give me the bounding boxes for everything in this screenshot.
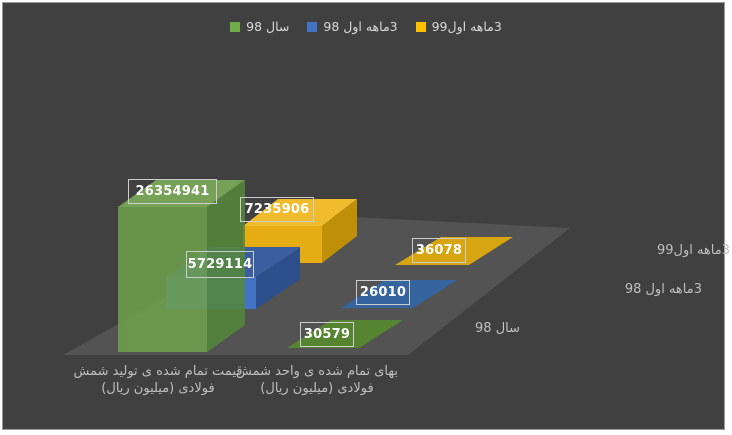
depth-axis-label-sal98: سال 98	[475, 321, 520, 336]
value-label-blue-cat1: 5729114	[186, 251, 254, 278]
category-label-left: قیمت تمام شده ی تولید شمش فولادی (میلیون…	[63, 363, 253, 397]
value-label-green-cat2: 30579	[300, 322, 354, 347]
legend-label-sal98: سال 98	[246, 19, 290, 34]
bar-green-cat1-front	[118, 207, 207, 352]
bar-green-cat1	[118, 180, 245, 352]
bar-yellow-cat1-top	[243, 199, 357, 226]
legend: سال 98 3ماهه اول 98 3ماهه اول99	[0, 19, 732, 34]
bar-green-cat1-top	[118, 180, 245, 207]
bar-blue-cat2	[341, 280, 457, 308]
legend-swatch-blue	[307, 21, 318, 32]
legend-swatch-green	[230, 21, 241, 32]
legend-item-3mah98: 3ماهه اول 98	[307, 19, 398, 34]
value-label-yellow-cat1: 7235906	[240, 197, 314, 222]
legend-label-3mah99: 3ماهه اول99	[431, 19, 502, 34]
bar-blue-cat1-side	[256, 247, 300, 309]
category-label-left-line1: قیمت تمام شده ی تولید شمش	[73, 364, 243, 379]
depth-axis-label-3mah98: 3ماهه اول 98	[624, 282, 702, 297]
bar-green-cat1-side	[207, 180, 245, 352]
legend-item-3mah99: 3ماهه اول99	[415, 19, 502, 34]
bar-green-cat2	[287, 320, 403, 348]
value-label-green-cat1: 26354941	[128, 179, 217, 204]
legend-label-3mah98: 3ماهه اول 98	[323, 19, 398, 34]
category-label-right-line1: بهای تمام شده ی واحد شمش	[236, 364, 398, 379]
legend-item-sal98: سال 98	[230, 19, 289, 34]
legend-swatch-yellow	[415, 21, 426, 32]
value-label-blue-cat2: 26010	[356, 280, 410, 305]
category-label-right-line2: فولادی (میلیون ریال)	[260, 381, 374, 396]
category-label-right: بهای تمام شده ی واحد شمش فولادی (میلیون …	[227, 363, 407, 397]
bar-yellow-cat1-side	[322, 199, 357, 263]
bar-yellow-cat2	[395, 237, 513, 265]
value-label-yellow-cat2: 36078	[412, 238, 466, 263]
category-label-left-line2: فولادی (میلیون ریال)	[101, 381, 215, 396]
depth-axis-label-3mah99: 3ماهه اول99	[656, 243, 730, 258]
